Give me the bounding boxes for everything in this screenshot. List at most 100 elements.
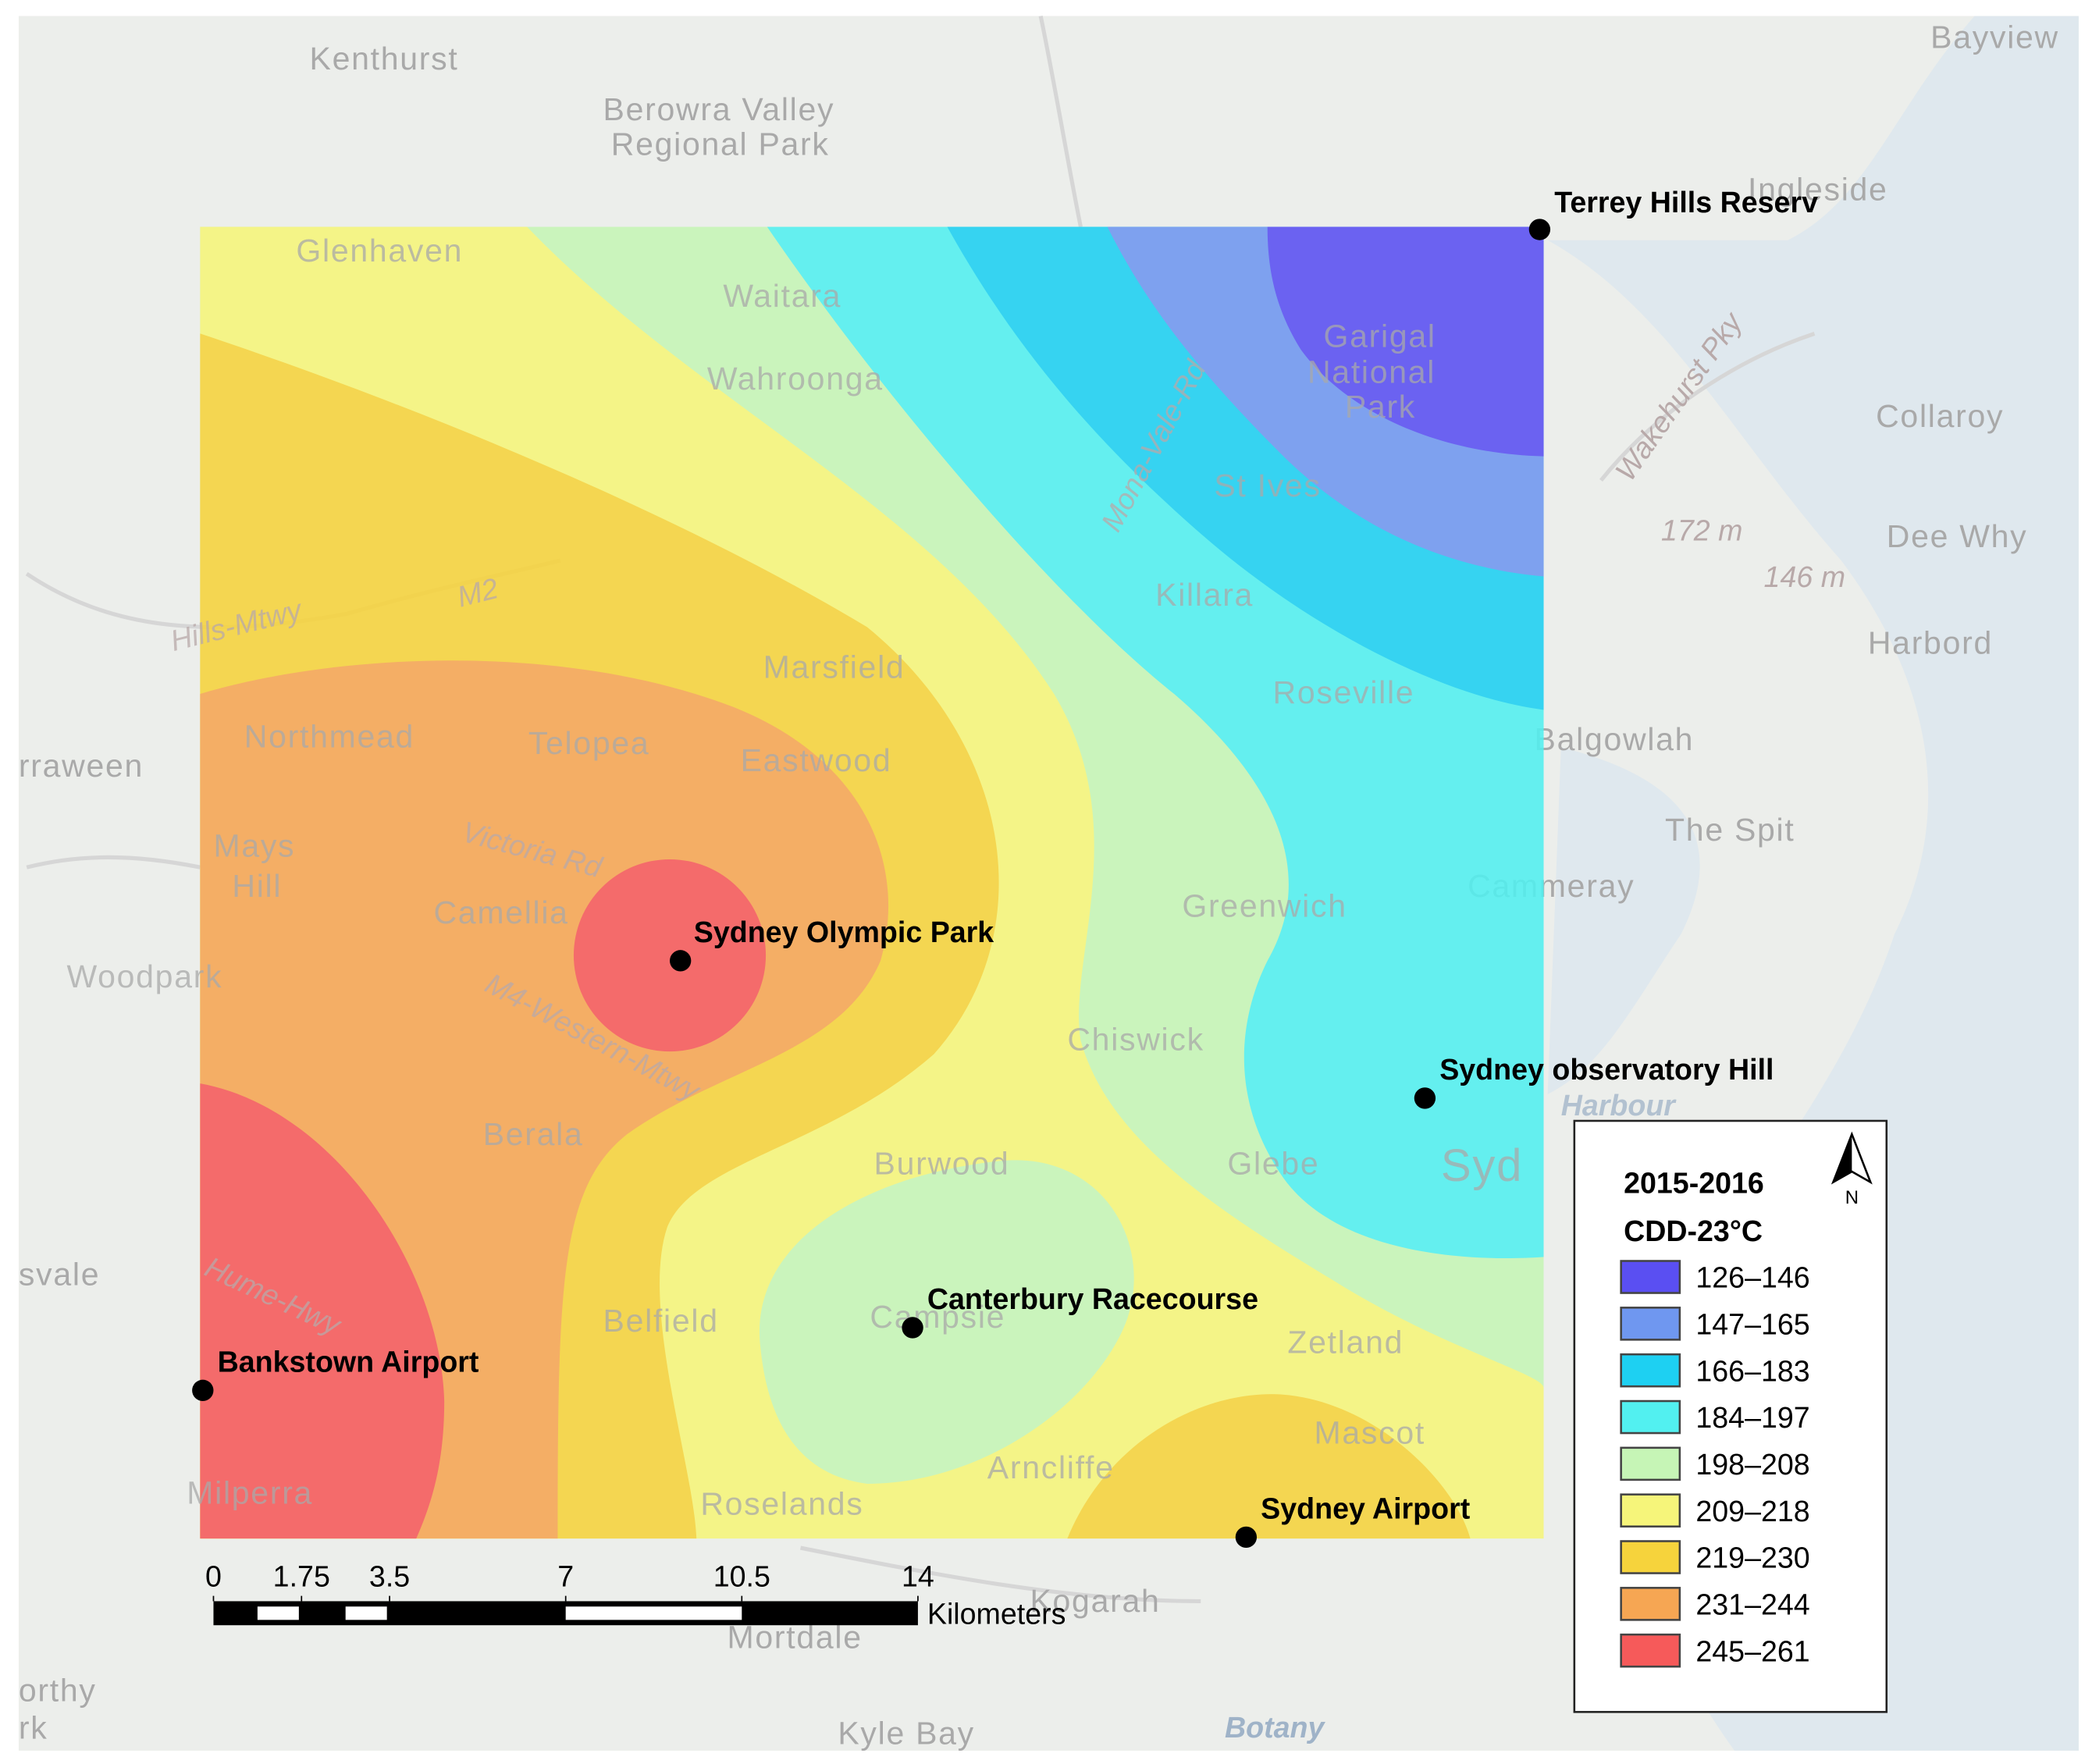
station-label: Sydney Airport: [1261, 1492, 1471, 1524]
place-label: Kogarah: [1030, 1583, 1160, 1619]
scale-bar-segment: [345, 1606, 387, 1620]
place-label: Park: [1345, 389, 1416, 425]
station-label: Sydney Olympic Park: [694, 916, 994, 948]
station-point: [192, 1379, 214, 1402]
place-label: Telopea: [528, 725, 650, 761]
place-label: Chiswick: [1067, 1021, 1204, 1057]
legend-swatch: [1620, 1540, 1681, 1574]
place-label: Wahroonga: [707, 361, 884, 397]
legend-label: 166–183: [1695, 1354, 1809, 1387]
legend-swatch: [1620, 1633, 1681, 1668]
legend: 2015-2016 CDD-23°C N 126–146 147–165 166–1…: [1573, 1119, 1888, 1713]
legend-label: 184–197: [1695, 1401, 1809, 1434]
road: [800, 1545, 1201, 1604]
legend-title: 2015-2016: [1624, 1166, 1764, 1199]
scale-unit: Kilometers: [927, 1597, 1066, 1630]
station-point: [902, 1317, 923, 1339]
contour-zone: [759, 1160, 1134, 1484]
place-label: The Spit: [1665, 812, 1795, 848]
place-label: Regional Park: [611, 126, 830, 162]
legend-label: 126–146: [1695, 1261, 1809, 1294]
legend-label: 147–165: [1695, 1308, 1809, 1341]
station-point: [670, 950, 692, 972]
place-label: Camellia: [433, 894, 568, 930]
place-label: Milperra: [187, 1475, 313, 1511]
scale-bar-frame: [213, 1601, 918, 1626]
water: [1547, 747, 1700, 1094]
station-point: [1528, 219, 1551, 240]
place-label: Dee Why: [1887, 518, 2028, 554]
place-label: Hill: [232, 868, 282, 904]
place-label: Berala: [483, 1116, 584, 1152]
north-label: N: [1845, 1187, 1859, 1208]
legend-label: 231–244: [1695, 1588, 1809, 1621]
road: [1038, 15, 1083, 228]
place-label: orthy: [19, 1673, 97, 1709]
contour-zone: [200, 1083, 445, 1539]
scale-label: 7: [557, 1560, 574, 1593]
place-label: 146 m: [1764, 560, 1845, 593]
legend-subtitle: CDD-23°C: [1624, 1215, 1763, 1247]
place-label: Glenhaven: [296, 233, 463, 269]
station-label: Sydney observatory Hill: [1439, 1053, 1774, 1086]
scale-label: 10.5: [713, 1560, 770, 1593]
legend-swatch: [1620, 1399, 1681, 1435]
place-label: Berowra Valley: [603, 91, 835, 127]
place-label: St Ives: [1214, 468, 1321, 503]
place-label: Mays: [213, 828, 295, 864]
place-label: Northmead: [244, 718, 414, 754]
place-label: Garigal: [1324, 318, 1436, 354]
place-label: Killara: [1155, 577, 1254, 613]
place-label: Burwood: [874, 1145, 1010, 1181]
place-label: Eastwood: [741, 742, 892, 778]
legend-label: 198–208: [1695, 1448, 1809, 1481]
road: [1599, 331, 1816, 482]
place-label: Woodpark: [66, 958, 222, 994]
place-label: Collaroy: [1876, 398, 2004, 434]
scale-bar: Kilometers 0 1.75 3.5 7 10.5 14: [205, 1560, 1066, 1631]
stations: Terrey Hills Reserv Sydney Olympic Park …: [192, 186, 1818, 1549]
legend-swatch: [1620, 1353, 1681, 1388]
place-label: Arncliffe: [987, 1449, 1115, 1485]
water-label: Botany: [1225, 1711, 1325, 1744]
place-label: National: [1308, 354, 1436, 390]
legend-label: 209–218: [1695, 1495, 1809, 1527]
scale-bar-segment: [257, 1606, 299, 1620]
legend-swatch: [1620, 1493, 1681, 1527]
scale-label: 0: [205, 1560, 222, 1593]
legend-label: 245–261: [1695, 1634, 1809, 1667]
place-label: Ingleside: [1748, 171, 1888, 207]
legend-swatch: [1620, 1587, 1681, 1621]
legend-swatch: [1620, 1260, 1681, 1294]
legend-swatch: [1620, 1446, 1681, 1481]
place-label: Roselands: [700, 1485, 863, 1521]
place-label: Bayview: [1930, 20, 2059, 55]
contour-zones: [200, 226, 1544, 1539]
place-label: Kenthurst: [310, 41, 459, 76]
contour-zone: [573, 859, 767, 1052]
scale-label: 3.5: [369, 1560, 410, 1593]
place-label: Roseville: [1273, 674, 1415, 710]
station-point: [1235, 1526, 1258, 1549]
station-point: [1414, 1087, 1436, 1109]
place-label: Syd: [1441, 1140, 1523, 1191]
legend-swatch: [1620, 1307, 1681, 1341]
scale-bar-segment: [565, 1606, 742, 1620]
contour-zone: [1267, 226, 1544, 457]
place-label: rraween: [19, 748, 144, 784]
legend-label: 219–230: [1695, 1542, 1809, 1574]
contour-zone: [1067, 1394, 1471, 1539]
place-label: Kyle Bay: [838, 1715, 975, 1751]
place-label: Waitara: [723, 278, 841, 314]
place-label: Greenwich: [1182, 887, 1347, 923]
place-label: Campsie: [870, 1299, 1005, 1335]
road: [26, 855, 201, 870]
station-label: Terrey Hills Reserv: [1554, 186, 1818, 219]
place-label: Mascot: [1315, 1415, 1425, 1451]
place-label: Belfield: [603, 1303, 719, 1339]
place-label: Zetland: [1287, 1324, 1404, 1360]
place-label: Harbord: [1868, 625, 1993, 661]
place-label: Balgowlah: [1535, 721, 1695, 757]
station-label: Canterbury Racecourse: [927, 1282, 1258, 1315]
